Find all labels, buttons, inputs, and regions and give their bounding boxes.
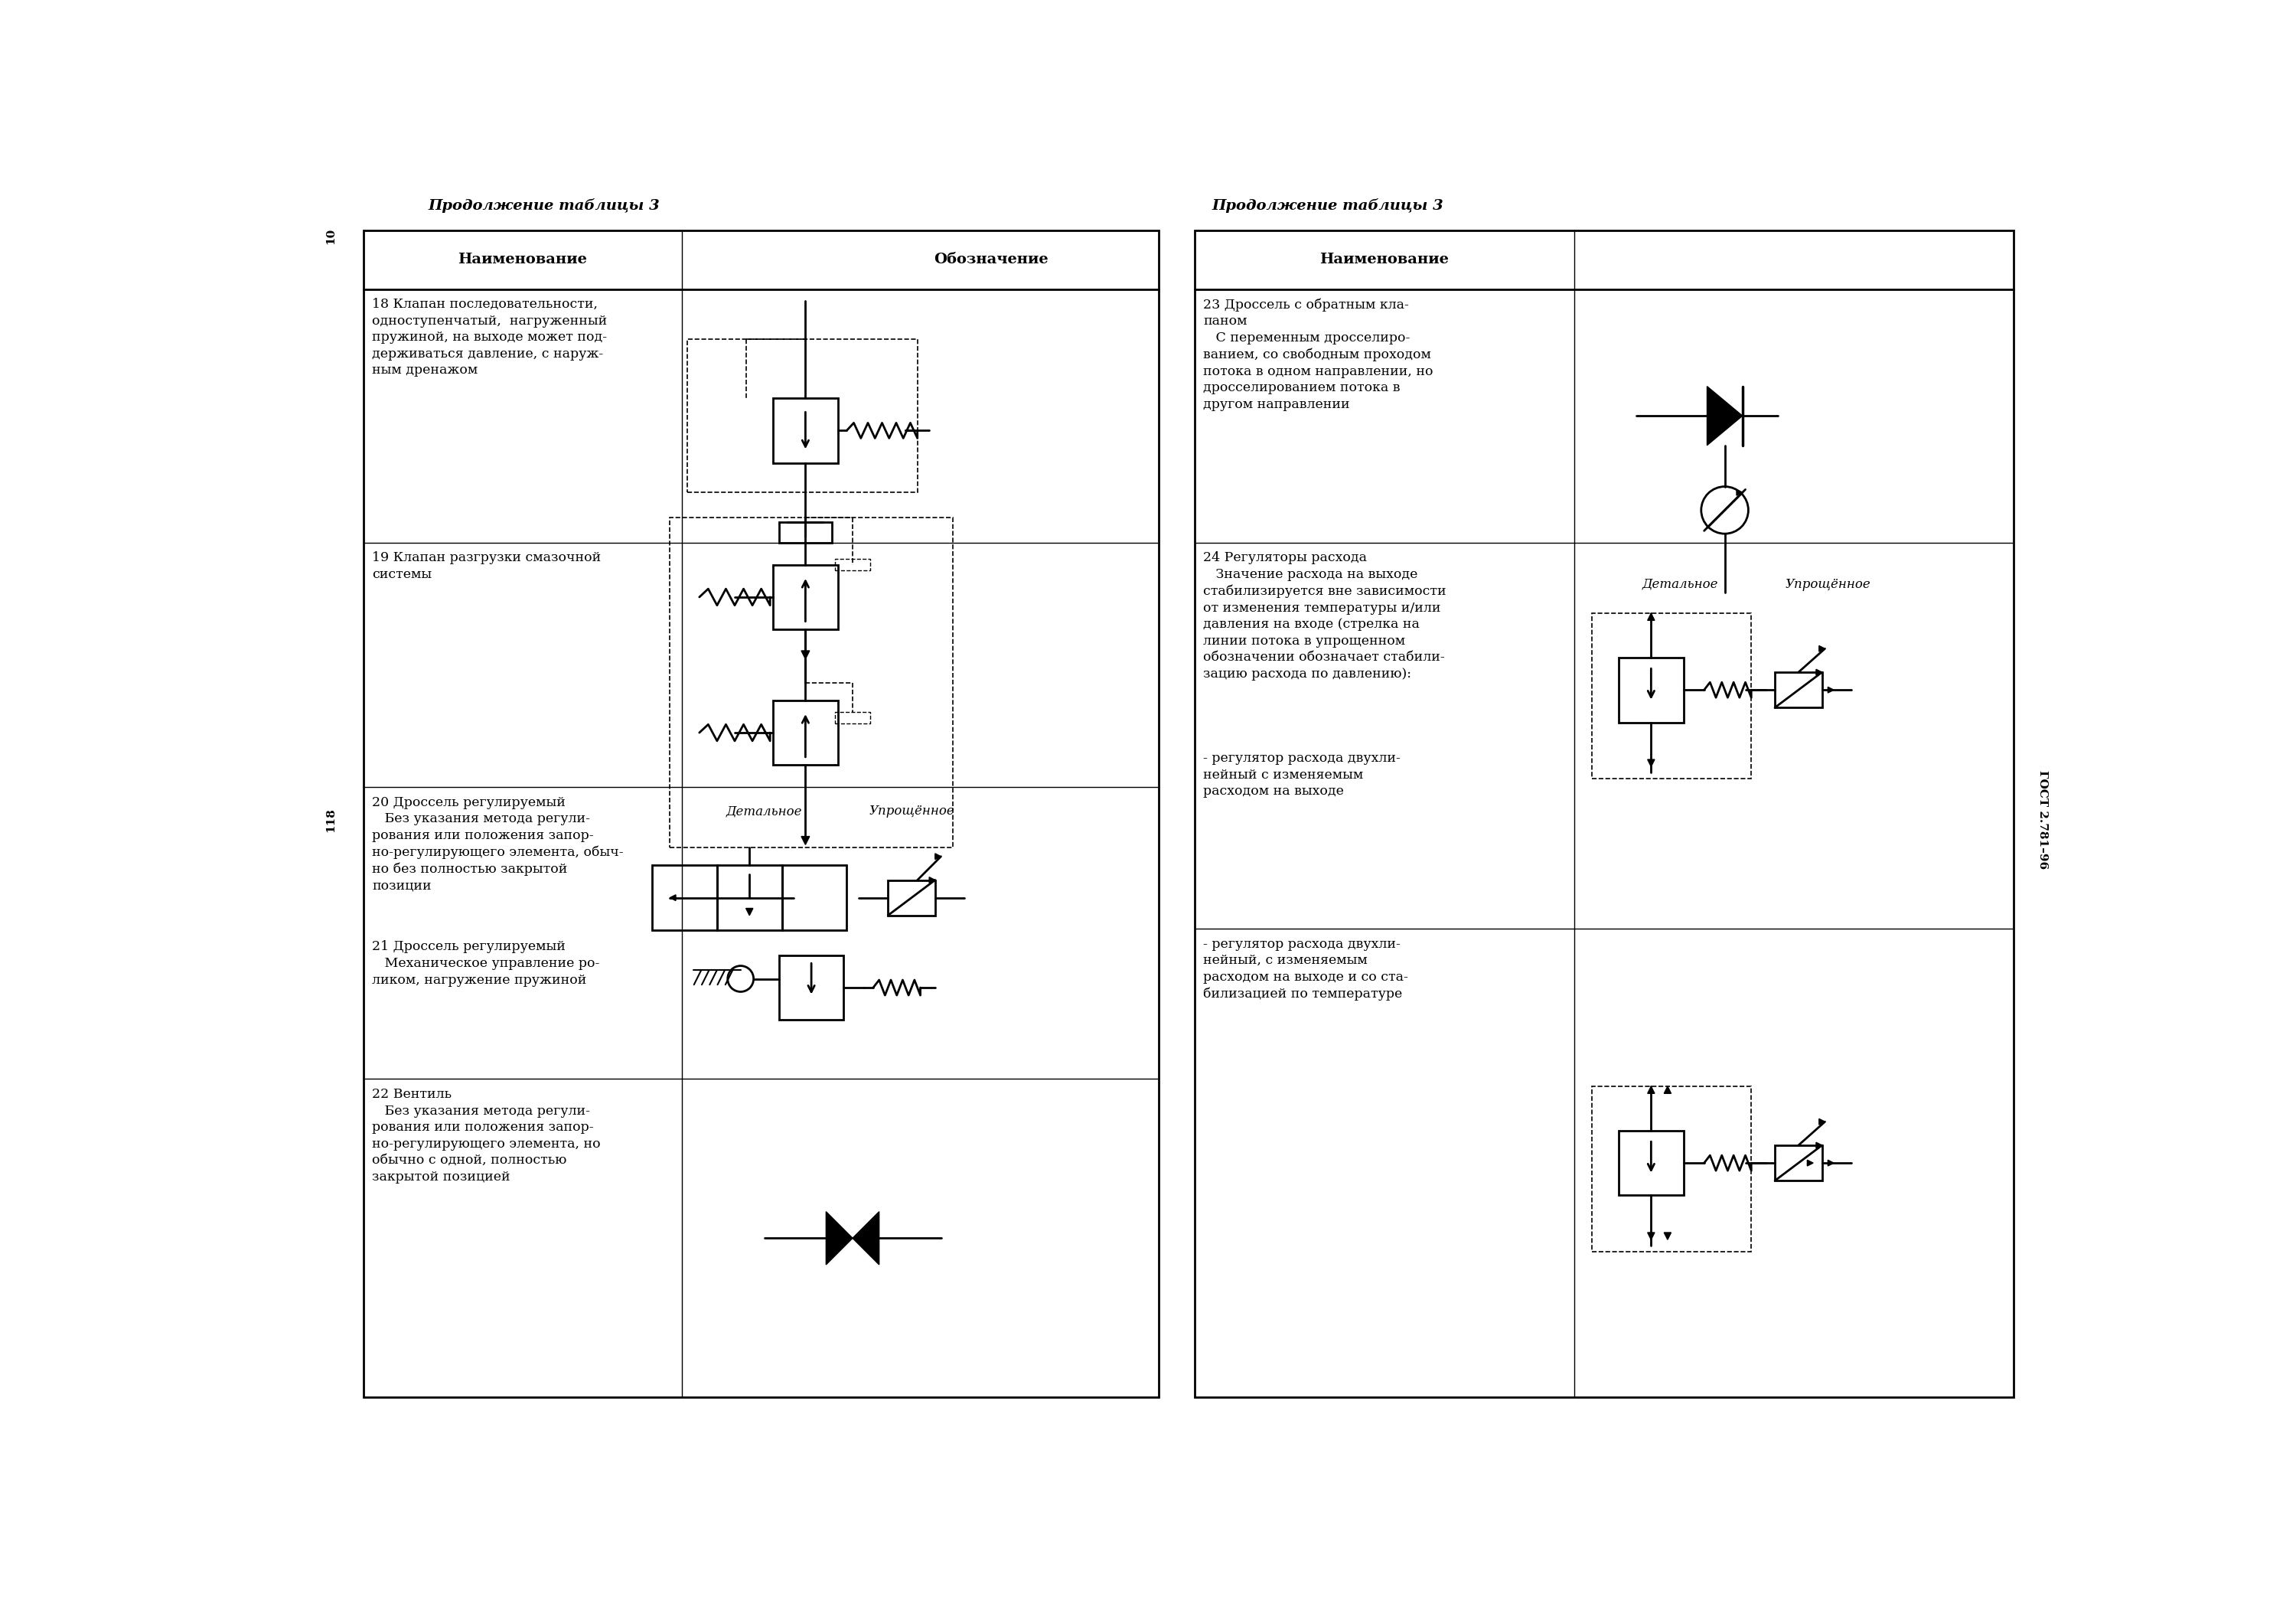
Text: 18 Клапан последовательности,
одноступенчатый,  нагруженный
пружиной, на выходе : 18 Клапан последовательности, одноступен… (372, 299, 608, 377)
Bar (687, 339, 918, 492)
Polygon shape (1818, 646, 1825, 651)
Bar (783, 865, 847, 930)
Polygon shape (930, 876, 934, 883)
Text: Наименование: Наименование (457, 253, 588, 266)
Polygon shape (1665, 1232, 1671, 1240)
Polygon shape (1807, 1160, 1814, 1165)
Bar (774, 565, 838, 630)
Bar (652, 865, 716, 930)
Text: Продолжение таблицы 3: Продолжение таблицы 3 (429, 198, 659, 213)
Bar (716, 865, 783, 930)
Polygon shape (1816, 1143, 1823, 1147)
Text: 19 Клапан разгрузки смазочной
системы: 19 Клапан разгрузки смазочной системы (372, 552, 602, 581)
Polygon shape (1828, 1160, 1835, 1165)
Bar (778, 523, 831, 542)
Bar (836, 712, 870, 724)
Text: Детальное: Детальное (1642, 578, 1720, 591)
Polygon shape (801, 836, 810, 844)
Bar (1775, 672, 1823, 708)
Polygon shape (1649, 1232, 1655, 1240)
Bar (1619, 1131, 1683, 1196)
Text: Упрощённое: Упрощённое (1784, 578, 1871, 591)
Text: 21 Дроссель регулируемый
   Механическое управление ро-
ликом, нагружение пружин: 21 Дроссель регулируемый Механическое уп… (372, 940, 599, 987)
Text: - регулятор расхода двухли-
нейный, с изменяемым
расходом на выходе и со ста-
би: - регулятор расхода двухли- нейный, с из… (1203, 938, 1407, 1000)
Polygon shape (746, 909, 753, 915)
Bar (1591, 613, 1752, 779)
Polygon shape (1816, 669, 1823, 675)
Text: Обозначение: Обозначение (934, 253, 1049, 266)
Polygon shape (934, 854, 941, 860)
Bar (670, 518, 953, 847)
Text: - регулятор расхода двухли-
нейный с изменяемым
расходом на выходе: - регулятор расхода двухли- нейный с изм… (1203, 751, 1401, 799)
Text: Продолжение таблицы 3: Продолжение таблицы 3 (1212, 198, 1444, 213)
Polygon shape (1818, 1118, 1825, 1125)
Bar (1591, 1086, 1752, 1251)
Text: 10: 10 (326, 227, 338, 243)
Bar (889, 880, 934, 915)
Text: Наименование: Наименование (1320, 253, 1449, 266)
Text: ГОСТ 2.781–96: ГОСТ 2.781–96 (2037, 771, 2048, 868)
Polygon shape (1649, 1086, 1655, 1094)
Bar (774, 700, 838, 764)
Polygon shape (1736, 490, 1743, 495)
Polygon shape (1828, 687, 1835, 693)
Polygon shape (1665, 1086, 1671, 1094)
Polygon shape (1649, 613, 1655, 620)
Text: Детальное: Детальное (726, 805, 801, 818)
Polygon shape (1736, 412, 1743, 419)
Bar (1619, 657, 1683, 722)
Polygon shape (670, 894, 675, 901)
Polygon shape (827, 1212, 852, 1264)
Bar (363, 230, 1159, 1397)
Text: Упрощённое: Упрощённое (868, 805, 955, 818)
Bar (778, 956, 843, 1019)
Bar (1194, 230, 2014, 1397)
Text: 22 Вентиль
   Без указания метода регули-
рования или положения запор-
но-регули: 22 Вентиль Без указания метода регули- р… (372, 1087, 602, 1183)
Text: 20 Дроссель регулируемый
   Без указания метода регули-
рования или положения за: 20 Дроссель регулируемый Без указания ме… (372, 795, 625, 893)
Text: 118: 118 (326, 807, 338, 833)
Polygon shape (1649, 760, 1655, 766)
Polygon shape (852, 1212, 879, 1264)
Polygon shape (801, 651, 810, 659)
Bar (774, 398, 838, 463)
Text: 23 Дроссель с обратным кла-
паном
   С переменным дросселиро-
ванием, со свободн: 23 Дроссель с обратным кла- паном С пере… (1203, 299, 1433, 411)
Bar (836, 558, 870, 571)
Text: 24 Регуляторы расхода
   Значение расхода на выходе
стабилизируется вне зависимо: 24 Регуляторы расхода Значение расхода н… (1203, 552, 1446, 680)
Bar (1775, 1146, 1823, 1180)
Polygon shape (1706, 386, 1743, 445)
